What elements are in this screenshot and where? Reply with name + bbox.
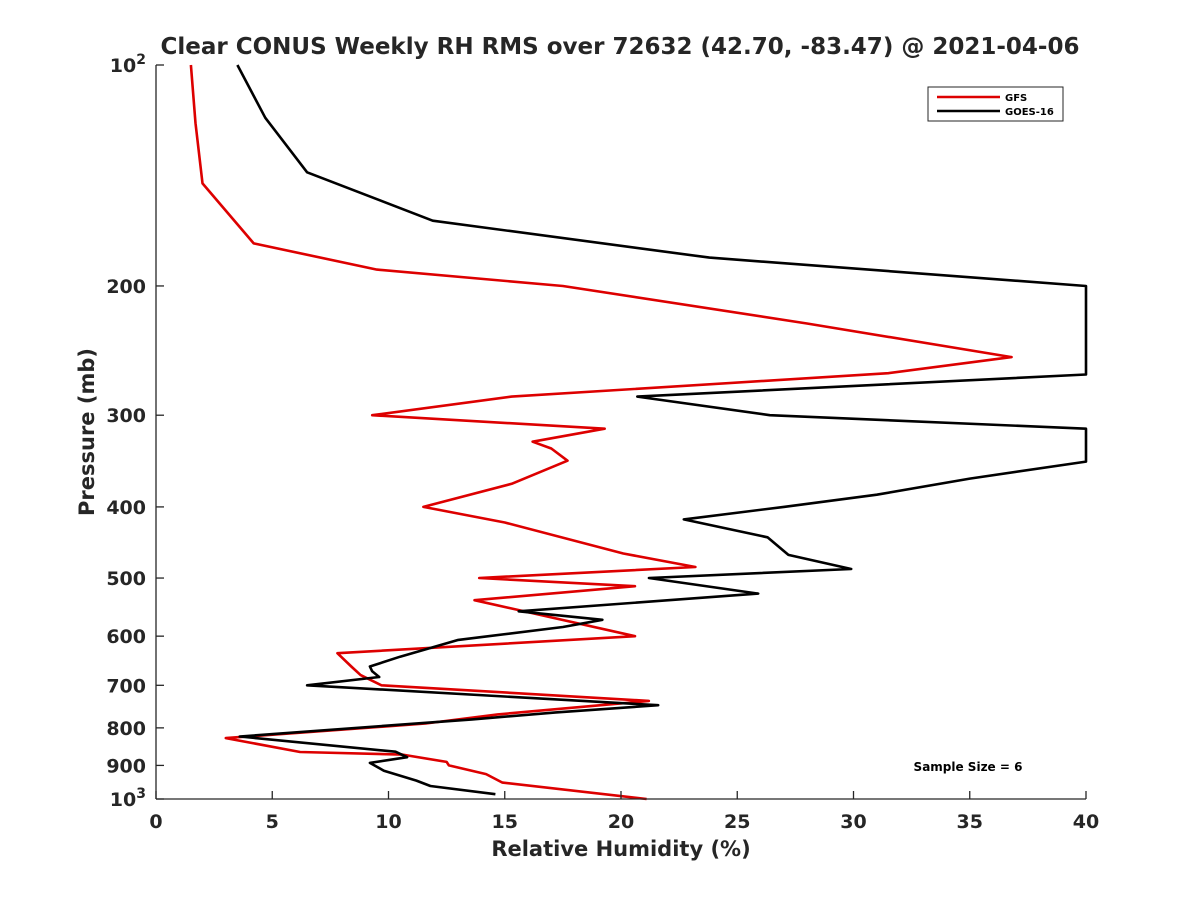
series-line-goes16 (236, 64, 1088, 796)
y-tick-label: 400 (106, 497, 146, 519)
x-tick-label: 30 (840, 811, 866, 833)
series-layer (189, 64, 1088, 801)
y-tick-label: 900 (106, 755, 146, 777)
y-tick-label: 800 (106, 718, 146, 740)
y-tick-label: 300 (106, 405, 146, 427)
y-tick-label: 700 (106, 675, 146, 697)
x-tick-label: 0 (149, 811, 162, 833)
x-ticks: 0 5 10 15 20 25 30 35 40 (149, 791, 1099, 833)
x-tick-label: 10 (375, 811, 401, 833)
y-tick-label: 102 (110, 52, 146, 77)
x-tick-label: 15 (492, 811, 518, 833)
x-tick-label: 40 (1073, 811, 1099, 833)
legend: GFS GOES-16 (927, 86, 1064, 122)
series-line-gfs (189, 64, 1013, 801)
y-tick-label: 200 (106, 276, 146, 298)
legend-label-goes16: GOES-16 (1005, 107, 1054, 118)
chart-title: Clear CONUS Weekly RH RMS over 72632 (42… (161, 34, 1080, 60)
x-tick-label: 5 (266, 811, 279, 833)
y-tick-label: 600 (106, 626, 146, 648)
x-tick-label: 35 (957, 811, 983, 833)
x-tick-label: 20 (608, 811, 634, 833)
sample-size-annotation: Sample Size = 6 (914, 760, 1023, 774)
y-axis-label: Pressure (mb) (75, 348, 99, 516)
y-tick-label: 500 (106, 568, 146, 590)
y-tick-label: 103 (110, 786, 146, 811)
x-tick-label: 25 (724, 811, 750, 833)
x-axis-label: Relative Humidity (%) (491, 837, 750, 861)
plot-area (156, 65, 1086, 799)
y-ticks: 102 200 300 400 500 600 700 800 900 103 (106, 52, 164, 811)
legend-box (927, 86, 1064, 122)
legend-label-gfs: GFS (1005, 93, 1027, 104)
